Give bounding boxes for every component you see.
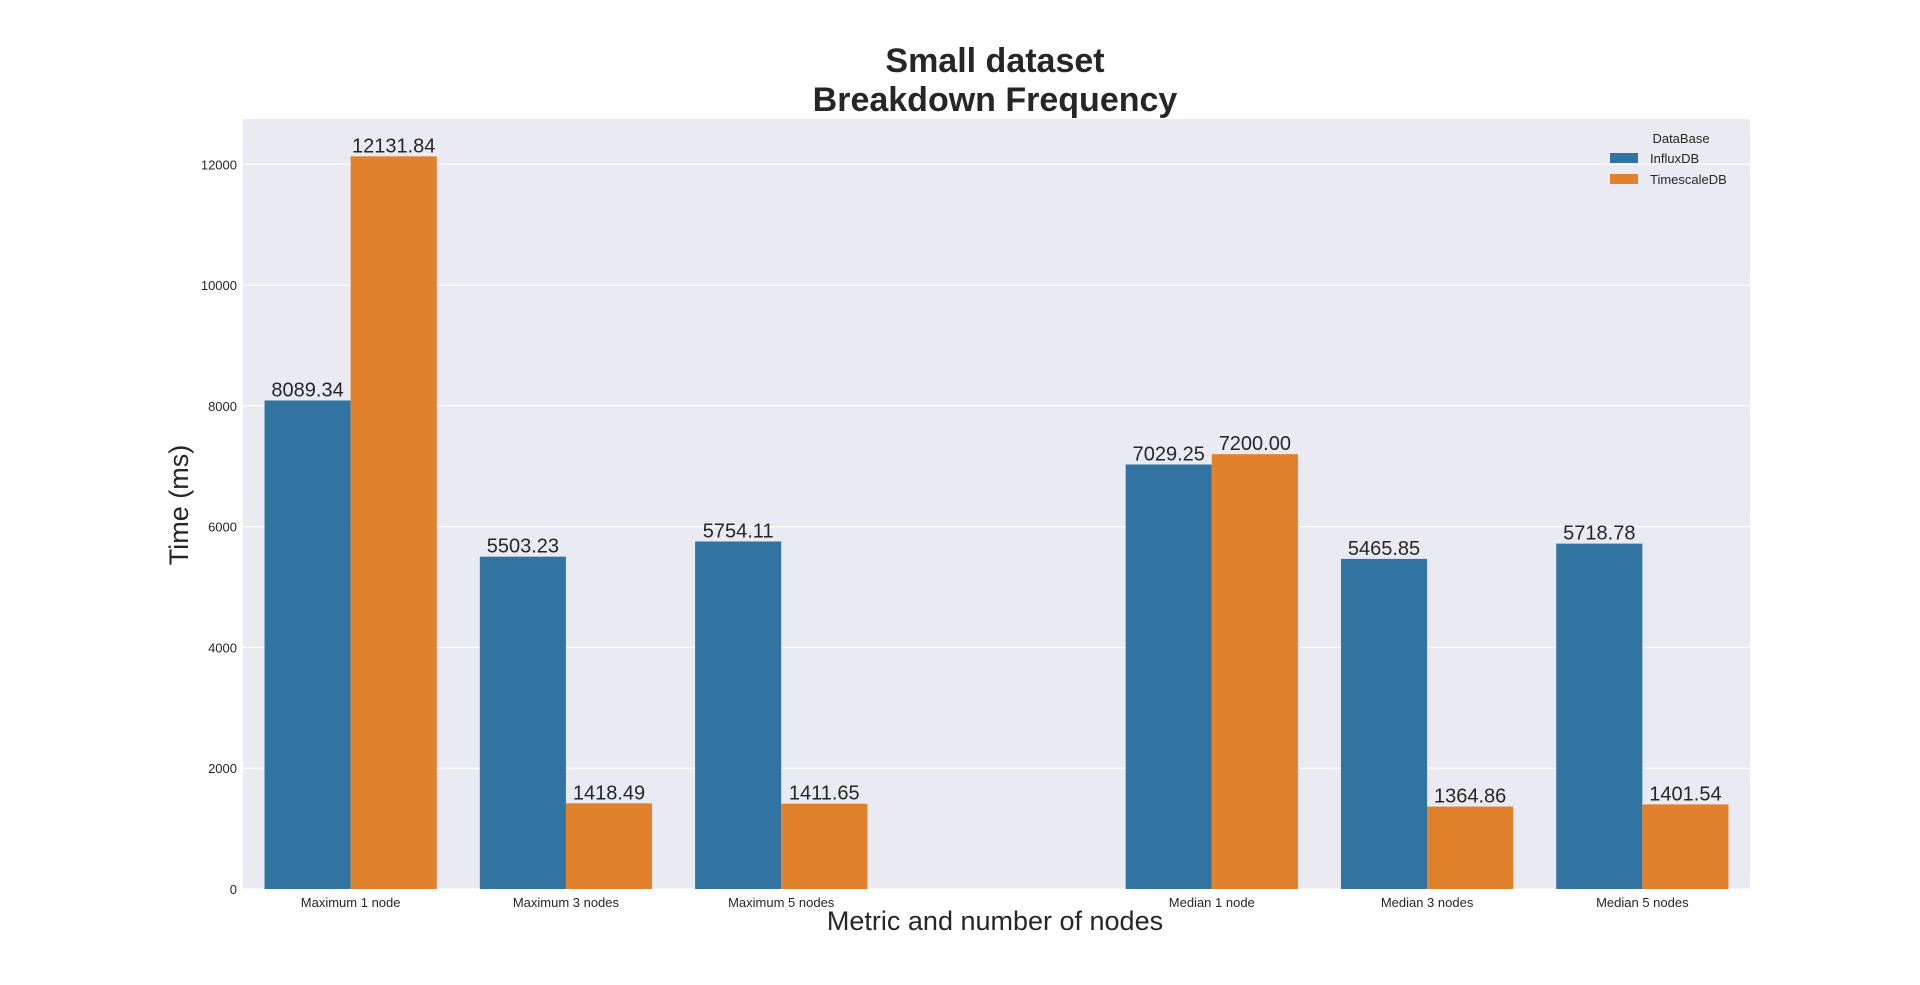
bar-timescaledb (350, 156, 437, 889)
data-label: 1401.54 (1649, 783, 1721, 805)
x-tick-label: Median 5 nodes (1596, 895, 1689, 910)
legend-label: TimescaleDB (1650, 172, 1727, 187)
x-tick-label: Maximum 3 nodes (513, 895, 620, 910)
y-axis-ticks: 0 2000 4000 6000 8000 10000 12000 (201, 157, 237, 897)
plot-area (243, 119, 1750, 889)
data-label: 1411.65 (789, 783, 860, 805)
legend-swatch (1610, 153, 1638, 163)
legend-swatch (1610, 174, 1638, 184)
x-tick-label: Median 3 nodes (1381, 895, 1474, 910)
chart-title: Small dataset (885, 42, 1104, 80)
data-label: 1364.86 (1434, 786, 1506, 808)
y-tick-label: 10000 (201, 278, 237, 293)
y-axis-label: Time (ms) (164, 445, 194, 565)
data-label: 7200.00 (1219, 433, 1291, 455)
bars (264, 156, 1729, 889)
x-tick-label: Median 1 node (1169, 895, 1255, 910)
data-label: 5754.11 (703, 520, 774, 542)
legend-label: InfluxDB (1650, 151, 1699, 166)
bar-influxdb (1556, 543, 1643, 889)
bar-influxdb (1125, 464, 1212, 889)
x-tick-label: Maximum 1 node (301, 895, 401, 910)
x-axis-label: Metric and number of nodes (827, 906, 1163, 936)
data-label: 5465.85 (1348, 538, 1420, 560)
data-label: 1418.49 (573, 782, 645, 804)
data-label: 5503.23 (487, 536, 559, 558)
x-axis-ticks: Maximum 1 node Maximum 3 nodes Maximum 5 n… (301, 895, 1689, 910)
y-tick-label: 0 (230, 882, 237, 897)
bar-timescaledb (1642, 804, 1729, 889)
x-tick-label: Maximum 5 nodes (728, 895, 835, 910)
legend-title: DataBase (1652, 131, 1709, 146)
y-tick-label: 8000 (208, 399, 237, 414)
data-label: 8089.34 (271, 379, 343, 401)
data-label: 12131.84 (352, 135, 435, 157)
y-tick-label: 2000 (208, 761, 237, 776)
bar-influxdb (479, 556, 566, 889)
data-label: 7029.25 (1133, 443, 1205, 465)
bar-influxdb (1340, 558, 1428, 889)
chart-subtitle: Breakdown Frequency (813, 81, 1178, 119)
y-tick-label: 12000 (201, 157, 237, 172)
bar-timescaledb (1427, 806, 1514, 889)
bar-influxdb (695, 541, 782, 889)
data-label: 5718.78 (1563, 523, 1635, 545)
legend: DataBase InfluxDB TimescaleDB (1610, 131, 1727, 187)
y-tick-label: 6000 (208, 520, 237, 535)
bar-influxdb (264, 400, 351, 889)
data-labels: 8089.34 12131.84 5503.23 1418.49 5754.11 1411… (271, 135, 1721, 807)
bar-timescaledb (781, 803, 868, 889)
y-tick-label: 4000 (208, 640, 237, 655)
bar-timescaledb (565, 803, 653, 889)
bar-timescaledb (1211, 454, 1298, 889)
